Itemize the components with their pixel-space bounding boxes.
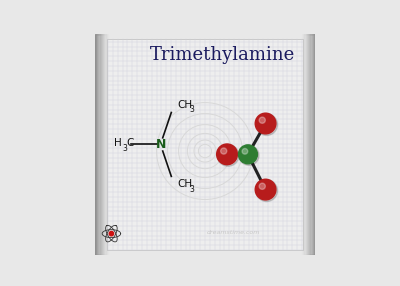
Circle shape [242, 148, 248, 154]
Circle shape [255, 113, 276, 134]
Text: dreamstime.com: dreamstime.com [207, 230, 260, 235]
Circle shape [109, 231, 114, 236]
Bar [95, 34, 107, 255]
Bar [95, 34, 96, 255]
Circle shape [256, 114, 278, 136]
Text: 3: 3 [190, 185, 194, 194]
Bar [95, 34, 103, 255]
Circle shape [221, 148, 227, 154]
Text: CH: CH [178, 179, 192, 189]
Circle shape [255, 179, 276, 200]
Text: Trimethylamine: Trimethylamine [150, 46, 295, 64]
Text: 3: 3 [190, 105, 194, 114]
Bar [95, 34, 108, 255]
Circle shape [239, 146, 259, 165]
Bar [313, 34, 315, 255]
Bar [307, 34, 315, 255]
Bar [95, 34, 98, 255]
Text: C: C [126, 138, 134, 148]
Bar [303, 34, 315, 255]
Text: H: H [114, 138, 121, 148]
Bar [95, 34, 100, 255]
Circle shape [217, 145, 239, 166]
Bar [312, 34, 315, 255]
Bar [95, 34, 102, 255]
Bar [302, 34, 315, 255]
Circle shape [259, 117, 265, 123]
Bar [95, 34, 104, 255]
Circle shape [238, 145, 258, 164]
FancyBboxPatch shape [107, 39, 303, 250]
Bar [95, 34, 97, 255]
Bar [309, 34, 315, 255]
Bar [95, 34, 101, 255]
Circle shape [256, 180, 278, 202]
Circle shape [217, 144, 237, 165]
Text: 3: 3 [123, 144, 128, 153]
Circle shape [259, 183, 265, 189]
Bar [304, 34, 315, 255]
Bar [306, 34, 315, 255]
Bar [95, 34, 106, 255]
Bar [308, 34, 315, 255]
Bar [314, 34, 315, 255]
Bar [310, 34, 315, 255]
Text: CH: CH [178, 100, 192, 110]
Text: N: N [156, 138, 166, 151]
